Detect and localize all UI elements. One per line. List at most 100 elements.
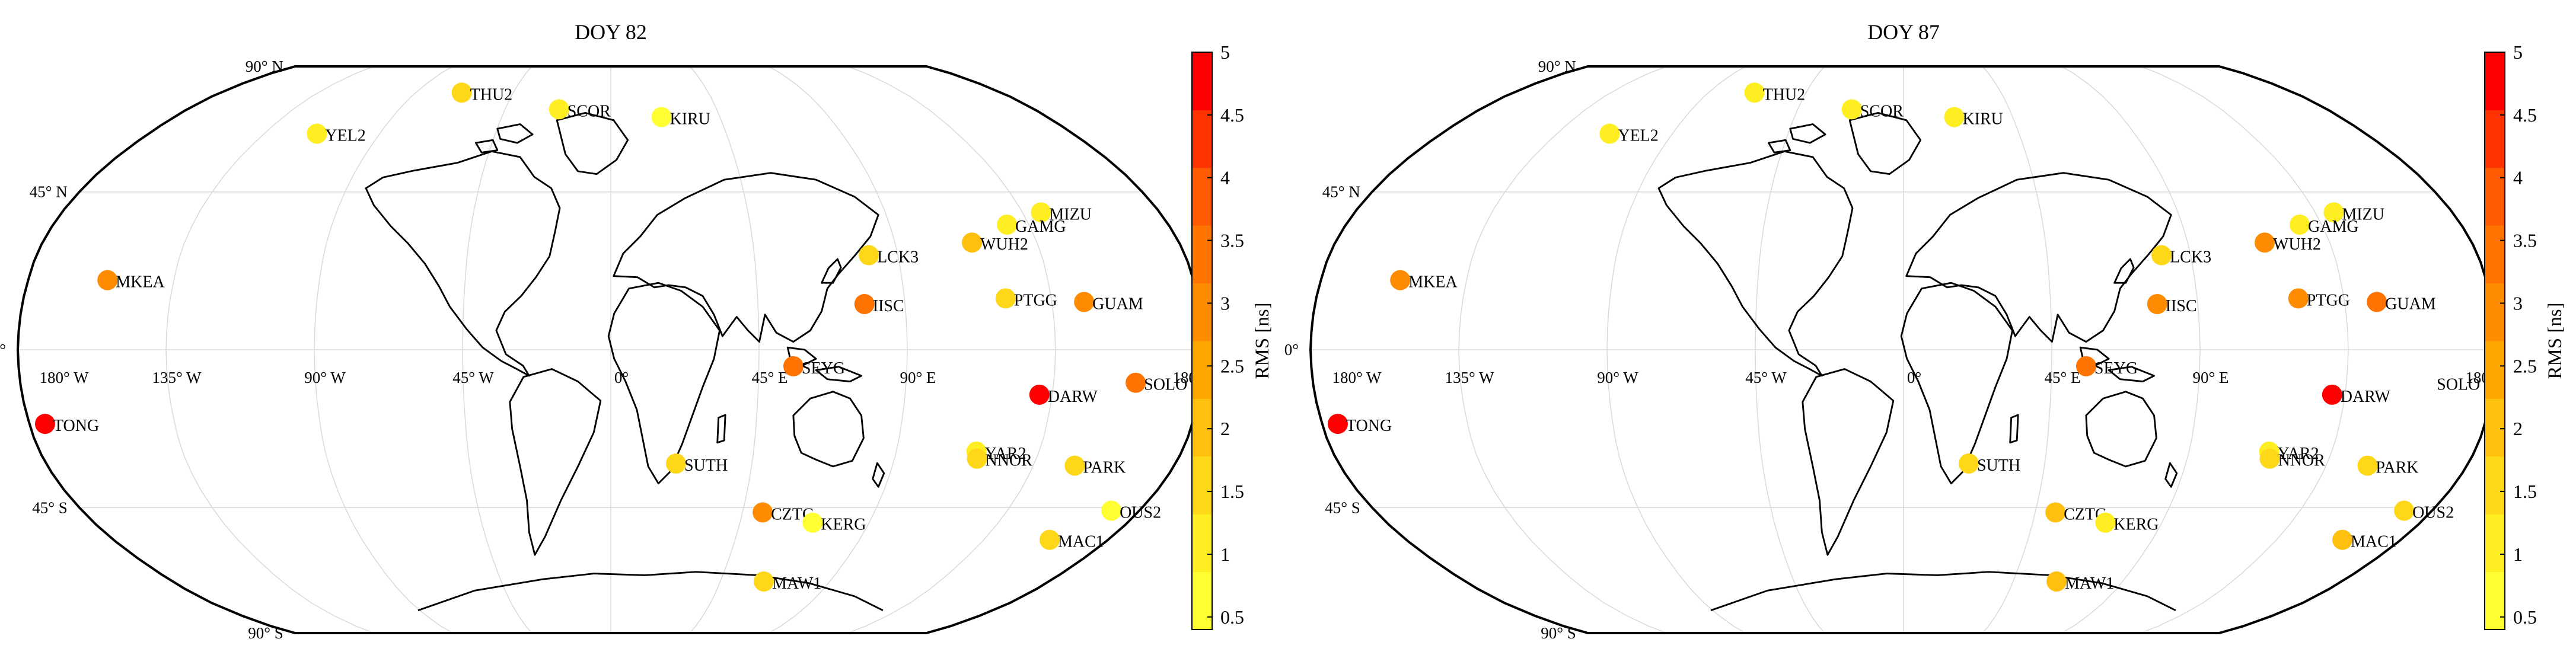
station-marker xyxy=(1744,82,1765,103)
chart-title: DOY 87 xyxy=(1867,20,1940,44)
station-label: YEL2 xyxy=(325,127,365,145)
station-label: TONG xyxy=(1346,417,1392,435)
station-label: SUTH xyxy=(1977,456,2020,475)
colorbar-segment xyxy=(2485,167,2505,226)
station-label: NNOR xyxy=(985,452,1032,470)
station-label: GAMG xyxy=(2308,218,2359,236)
station-marker xyxy=(307,123,327,144)
station-marker xyxy=(997,215,1018,235)
station-marker xyxy=(1040,529,1060,550)
station-label: PARK xyxy=(2376,459,2418,477)
station-marker xyxy=(549,99,569,120)
map-panel-2: DOY 87 90° N 45° N 0° 45° S 90° S 180° W 135° W… xyxy=(1284,20,2566,642)
colorbar-tick-label: 4 xyxy=(2513,167,2523,188)
colorbar-tick-label: 0.5 xyxy=(2513,606,2537,628)
colorbar-frame xyxy=(1191,52,1213,630)
colorbar-tick-label: 5 xyxy=(1220,41,1230,63)
lon-tick-label: 0° xyxy=(1907,369,1921,386)
station-marker xyxy=(2288,288,2309,309)
lon-tick-label: 90° W xyxy=(304,369,346,386)
colorbar-tick-label: 3.5 xyxy=(1220,230,1244,251)
lon-tick-label: 90° E xyxy=(900,369,936,386)
lat-tick-label: 0° xyxy=(0,341,6,359)
station-label: KERG xyxy=(2113,516,2159,534)
station-label: LCK3 xyxy=(877,248,919,267)
lon-tick-label: 180° W xyxy=(39,369,89,386)
lon-tick-label: 0° xyxy=(614,369,629,386)
station-marker xyxy=(2322,384,2342,405)
station-marker xyxy=(2151,245,2172,266)
station-label: IISC xyxy=(2166,297,2197,315)
station-marker xyxy=(1101,500,1122,521)
station-label: SOLO xyxy=(2437,376,2480,394)
station-label: PARK xyxy=(1083,459,1126,477)
colorbar-segment xyxy=(1192,341,1212,399)
station-label: MAC1 xyxy=(1058,533,1104,551)
station-marker xyxy=(783,356,804,376)
lat-tick-label: 45° S xyxy=(1325,499,1360,516)
lon-tick-label: 90° E xyxy=(2192,369,2229,386)
lat-tick-label: 45° N xyxy=(30,183,68,201)
map-frame xyxy=(16,65,1206,634)
station-marker xyxy=(665,453,686,474)
colorbar-segment xyxy=(1192,456,1212,515)
graticule xyxy=(1311,66,2497,634)
station-marker xyxy=(967,448,987,469)
colorbar-tick-label: 1.5 xyxy=(1220,481,1244,502)
station-marker xyxy=(753,502,773,523)
lon-tick-label: 135° W xyxy=(1445,369,1494,386)
station-marker xyxy=(1841,99,1862,120)
map-panel-1: DOY 82 90° N 45° N 0° 45° S 90° S 180° W 135° W… xyxy=(0,20,1273,642)
station-marker xyxy=(2394,500,2415,521)
colorbar-segment xyxy=(1192,514,1212,573)
lat-tick-label: 90° S xyxy=(1541,624,1576,642)
station-marker xyxy=(1327,414,1348,434)
station-label: GAMG xyxy=(1015,218,1066,236)
lon-tick-label: 45° W xyxy=(452,369,494,386)
chart-title: DOY 82 xyxy=(575,20,647,44)
station-marker xyxy=(1031,202,1051,223)
station-label: OUS2 xyxy=(2412,503,2454,522)
colorbar-tick-label: 0.5 xyxy=(1220,606,1244,628)
station-marker xyxy=(2095,512,2116,533)
station-marker xyxy=(2046,571,2067,592)
colorbar-segment xyxy=(2485,456,2505,515)
colorbar-label: RMS [ns] xyxy=(2545,302,2566,379)
colorbar-tick-label: 3.5 xyxy=(2513,230,2537,251)
lat-tick-label: 45° N xyxy=(1322,183,1360,201)
colorbar-segment xyxy=(2485,283,2505,341)
station-marker xyxy=(1599,123,1620,144)
station-label: DARW xyxy=(2341,388,2391,406)
colorbar-tick-label: 4.5 xyxy=(1220,104,1244,126)
station-marker xyxy=(1074,292,1095,312)
station-label: MIZU xyxy=(1049,205,1092,223)
lat-tick-label: 90° N xyxy=(1538,57,1576,75)
station-label: MIZU xyxy=(2342,205,2384,223)
station-marker xyxy=(2045,502,2066,523)
station-label: YEL2 xyxy=(1618,127,1658,145)
colorbar-tick-label: 2 xyxy=(1220,418,1230,439)
station-marker xyxy=(962,232,983,253)
lon-tick-label: 90° W xyxy=(1597,369,1638,386)
station-marker xyxy=(859,245,879,266)
station-marker xyxy=(2332,529,2353,550)
station-label: DARW xyxy=(1048,388,1098,406)
station-marker xyxy=(2255,232,2275,253)
colorbar-tick-label: 3 xyxy=(2513,292,2523,314)
colorbar-segment xyxy=(1192,398,1212,457)
lon-tick-label: 180° W xyxy=(1332,369,1382,386)
colorbar-tick-label: 3 xyxy=(1220,292,1230,314)
station-marker xyxy=(2259,448,2280,469)
station-label: SEYG xyxy=(2094,359,2138,378)
station-label: WUH2 xyxy=(2273,235,2321,254)
station-label: OUS2 xyxy=(1120,503,1161,522)
station-label: YAR2 xyxy=(985,445,1026,463)
colorbar-segment xyxy=(2485,514,2505,573)
colorbar-segment xyxy=(2485,341,2505,399)
station-marker xyxy=(651,107,672,127)
lon-tick-label: 45° W xyxy=(1745,369,1787,386)
colorbar-segment xyxy=(1192,225,1212,284)
graticule xyxy=(18,66,1204,634)
station-label: MKEA xyxy=(116,273,165,292)
station-marker xyxy=(97,270,118,290)
